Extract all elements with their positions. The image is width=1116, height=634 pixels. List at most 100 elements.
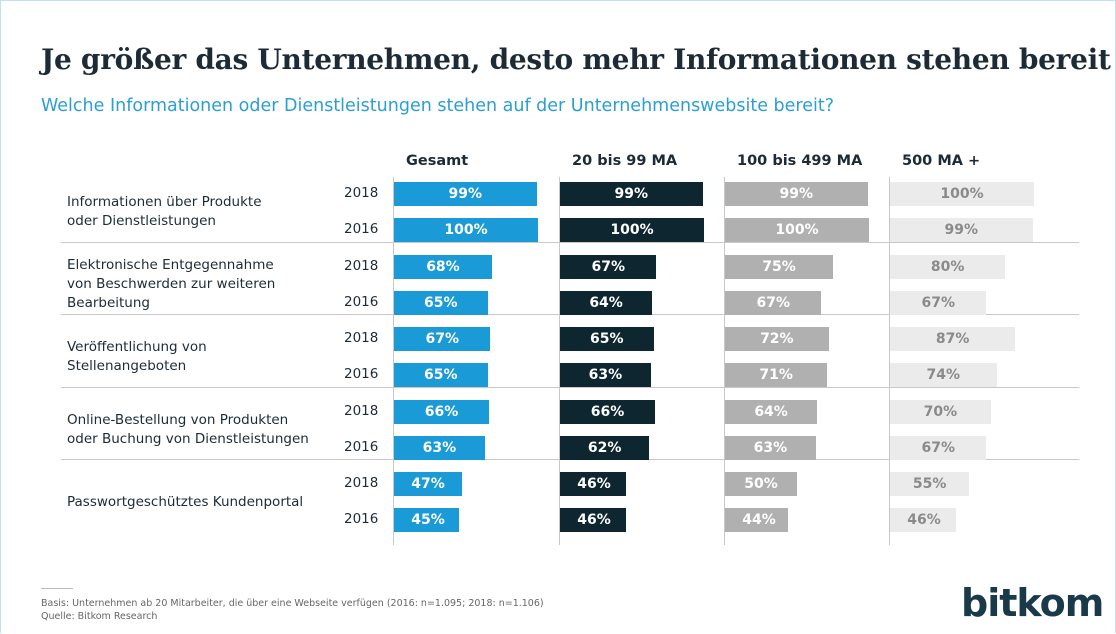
value-label: 74% [926, 367, 961, 383]
panel-divider [724, 177, 725, 545]
value-label: 64% [754, 403, 788, 420]
bar [394, 218, 538, 242]
year-label: 2018 [344, 257, 379, 274]
bar [394, 435, 485, 460]
value-label: 63% [753, 439, 788, 456]
year-label: 2016 [344, 221, 379, 237]
value-label: 71% [759, 367, 793, 383]
bar [890, 472, 970, 496]
year-label: 2018 [344, 475, 379, 491]
value-label: 87% [935, 331, 970, 347]
value-label: 72% [760, 331, 794, 347]
bar [394, 508, 459, 532]
value-label: 46% [907, 512, 941, 528]
group-separator [61, 459, 1079, 460]
column-header: 20 bis 99 MA [572, 153, 678, 169]
value-label: 44% [742, 512, 776, 528]
bar [394, 290, 488, 315]
bar [890, 399, 991, 424]
column-header: 100 bis 499 MA [737, 153, 863, 169]
value-label: 100% [775, 222, 819, 238]
bar [725, 363, 828, 387]
value-label: 45% [411, 512, 445, 528]
group-separator [61, 386, 1079, 388]
bar [725, 290, 822, 315]
bar [725, 327, 829, 351]
value-label: 66% [590, 403, 625, 420]
category-label: Passwortgeschütztes Kundenportal [67, 493, 304, 510]
bar [560, 254, 657, 279]
value-label: 100% [444, 222, 488, 238]
bar [890, 218, 1033, 242]
bar [394, 254, 492, 279]
value-label: 99% [614, 186, 649, 202]
value-label: 67% [425, 331, 459, 347]
category-label: oder Dienstleistungen [67, 213, 216, 229]
value-label: 70% [923, 403, 958, 420]
value-label: 67% [756, 294, 790, 311]
value-label: 99% [779, 186, 814, 202]
category-label: Veröffentlichung von [67, 339, 207, 355]
bar [560, 218, 704, 242]
bar [890, 327, 1016, 351]
value-label: 67% [591, 258, 625, 275]
bar [725, 254, 833, 279]
group-separator [61, 241, 1079, 243]
value-label: 65% [590, 331, 624, 347]
footnote: Quelle: Bitkom Research [41, 611, 158, 622]
footnote: Basis: Unternehmen ab 20 Mitarbeiter, di… [41, 598, 544, 609]
value-label: 80% [930, 258, 965, 275]
category-label: Stellenangeboten [67, 358, 187, 374]
category-label: Informationen über Produkte [67, 194, 262, 210]
panel-divider [559, 177, 560, 545]
category-label: Bearbeitung [67, 295, 150, 311]
category-label: Online-Bestellung von Produkten [67, 411, 289, 428]
bar [725, 508, 789, 532]
bar [890, 254, 1006, 279]
category-label: Elektronische Entgegennahme [67, 257, 274, 273]
logo: bitkom [961, 581, 1104, 625]
group-separator [61, 314, 1079, 315]
value-label: 67% [921, 439, 955, 456]
column-header: 500 MA + [902, 153, 981, 169]
year-label: 2018 [344, 330, 379, 346]
category-label: von Beschwerden zur weiteren [67, 276, 276, 292]
footer-rule [41, 588, 73, 589]
bar [725, 472, 797, 496]
year-label: 2018 [344, 402, 379, 419]
bar [725, 399, 818, 424]
value-label: 68% [426, 258, 460, 275]
value-label: 46% [577, 512, 611, 528]
bar [394, 399, 490, 424]
year-label: 2016 [344, 511, 379, 527]
value-label: 50% [744, 476, 778, 492]
chart-subtitle: Welche Informationen oder Dienstleistung… [41, 96, 835, 116]
value-label: 75% [762, 258, 796, 275]
bar [560, 472, 627, 496]
value-label: 63% [588, 367, 623, 383]
bar [560, 435, 650, 460]
bar [890, 363, 997, 387]
value-label: 62% [587, 439, 622, 456]
bar [725, 182, 868, 206]
year-label: 2018 [344, 185, 379, 201]
value-label: 64% [589, 294, 623, 311]
value-label: 47% [411, 476, 445, 492]
bar [394, 182, 537, 206]
year-label: 2016 [344, 366, 379, 382]
bar [725, 435, 816, 460]
value-label: 65% [424, 294, 458, 311]
bar [560, 182, 703, 206]
bar [890, 290, 987, 315]
value-label: 66% [424, 403, 459, 420]
value-label: 65% [424, 367, 458, 383]
bar [890, 182, 1034, 206]
bar [890, 435, 987, 460]
panel-divider [889, 177, 890, 545]
column-header: Gesamt [406, 153, 469, 169]
bar [560, 399, 656, 424]
value-label: 99% [944, 222, 979, 238]
category-label: oder Buchung von Dienstleistungen [67, 430, 309, 447]
